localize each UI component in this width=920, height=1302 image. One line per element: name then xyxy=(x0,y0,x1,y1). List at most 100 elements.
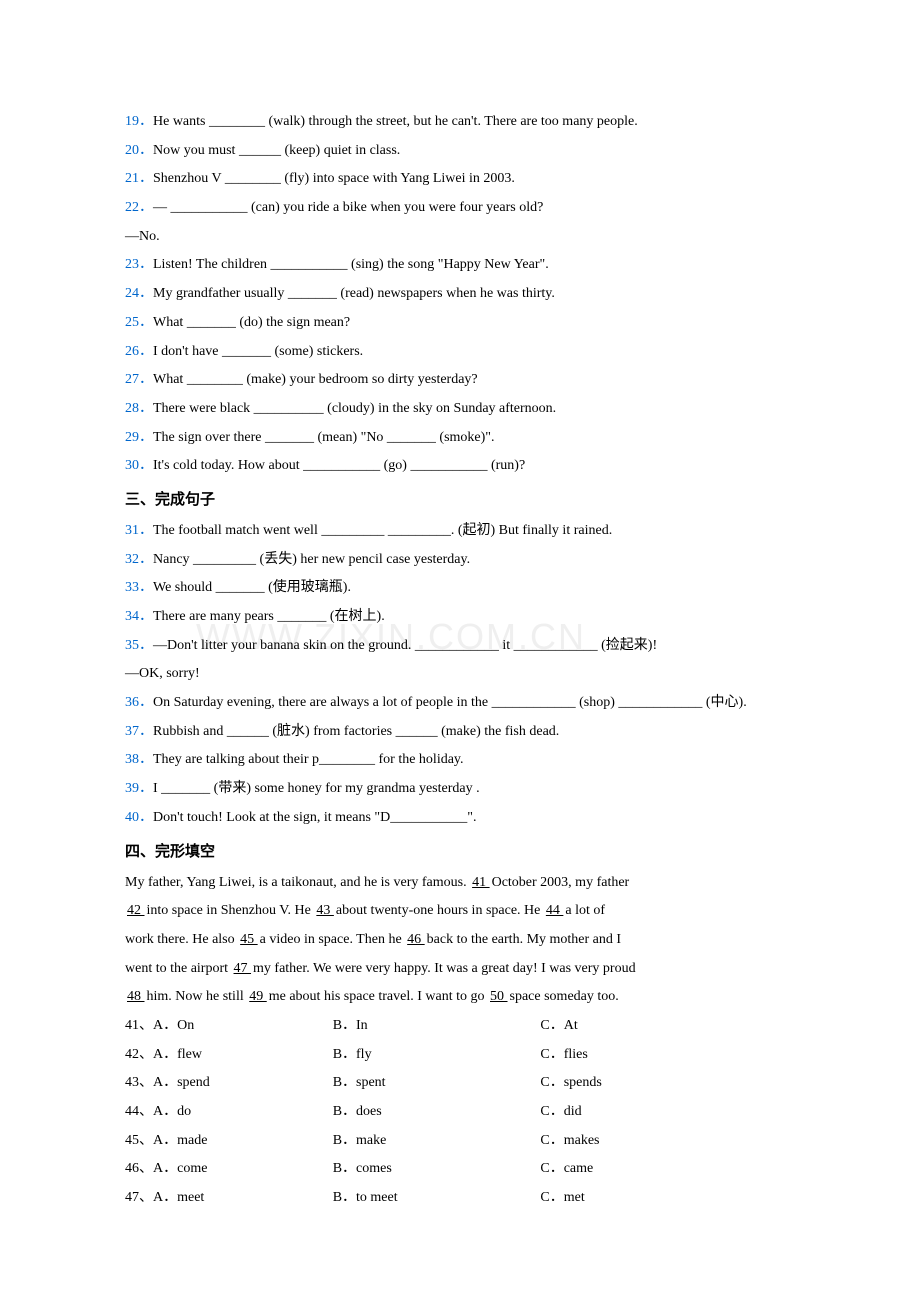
question-line: 19．He wants ________ (walk) through the … xyxy=(125,108,795,137)
question-text: —Don't litter your banana skin on the gr… xyxy=(153,638,657,653)
cloze-blank-49: 49 xyxy=(247,989,269,1004)
question-number: 19． xyxy=(125,114,153,129)
question-number: 28． xyxy=(125,401,153,416)
option-b-cell: B．comes xyxy=(333,1155,541,1184)
question-line: 20．Now you must ______ (keep) quiet in c… xyxy=(125,137,795,166)
cloze-blank-43: 43 xyxy=(314,903,336,918)
cloze-blank-46: 46 xyxy=(405,932,427,947)
cloze-blank-48: 48 xyxy=(125,989,147,1004)
question-number: 30． xyxy=(125,458,153,473)
question-line: 26．I don't have _______ (some) stickers. xyxy=(125,338,795,367)
question-number: 32． xyxy=(125,552,153,567)
question-line: 27．What ________ (make) your bedroom so … xyxy=(125,366,795,395)
question-line: 40．Don't touch! Look at the sign, it mea… xyxy=(125,804,795,833)
option-b-cell: B．to meet xyxy=(333,1184,541,1213)
option-a-cell: 44、A．do xyxy=(125,1098,333,1127)
section-3-heading: 三、完成句子 xyxy=(125,485,795,515)
question-line: 33．We should _______ (使用玻璃瓶). xyxy=(125,574,795,603)
question-number: 31． xyxy=(125,523,153,538)
cloze-options-table: 41、A．OnB．InC．At42、A．flewB．flyC．flies43、A… xyxy=(125,1012,795,1213)
question-text: On Saturday evening, there are always a … xyxy=(153,695,747,710)
question-text: I _______ (带来) some honey for my grandma… xyxy=(153,781,480,796)
option-c-cell: C．came xyxy=(540,1155,795,1184)
question-text: Shenzhou V ________ (fly) into space wit… xyxy=(153,171,515,186)
question-line: 25．What _______ (do) the sign mean? xyxy=(125,309,795,338)
cloze-passage: My father, Yang Liwei, is a taikonaut, a… xyxy=(125,869,795,1012)
option-b-cell: B．make xyxy=(333,1127,541,1156)
option-row: 46、A．comeB．comesC．came xyxy=(125,1155,795,1184)
question-number: 40． xyxy=(125,810,153,825)
option-a-cell: 42、A．flew xyxy=(125,1041,333,1070)
option-b-cell: B．does xyxy=(333,1098,541,1127)
question-number: 34． xyxy=(125,609,153,624)
question-number: 25． xyxy=(125,315,153,330)
option-a-cell: 46、A．come xyxy=(125,1155,333,1184)
question-text: Don't touch! Look at the sign, it means … xyxy=(153,810,476,825)
option-c-cell: C．spends xyxy=(540,1069,795,1098)
question-line: 37．Rubbish and ______ (脏水) from factorie… xyxy=(125,718,795,747)
option-a-cell: 45、A．made xyxy=(125,1127,333,1156)
cloze-text: My father, Yang Liwei, is a taikonaut, a… xyxy=(125,875,470,890)
cloze-blank-44: 44 xyxy=(544,903,566,918)
cloze-text: back to the earth. My mother and I xyxy=(427,932,621,947)
cloze-blank-42: 42 xyxy=(125,903,147,918)
question-text: —OK, sorry! xyxy=(125,666,200,681)
option-row: 47、A．meetB．to meetC．met xyxy=(125,1184,795,1213)
question-number: 29． xyxy=(125,430,153,445)
option-c-cell: C．flies xyxy=(540,1041,795,1070)
question-number: 21． xyxy=(125,171,153,186)
cloze-blank-45: 45 xyxy=(238,932,260,947)
cloze-blank-47: 47 xyxy=(232,961,254,976)
cloze-text: a lot of xyxy=(565,903,605,918)
option-c-cell: C．did xyxy=(540,1098,795,1127)
section-2-questions: 19．He wants ________ (walk) through the … xyxy=(125,108,795,481)
question-text: The sign over there _______ (mean) "No _… xyxy=(153,430,495,445)
question-text: We should _______ (使用玻璃瓶). xyxy=(153,580,351,595)
question-number: 23． xyxy=(125,257,153,272)
question-text: I don't have _______ (some) stickers. xyxy=(153,344,363,359)
question-line: 28．There were black __________ (cloudy) … xyxy=(125,395,795,424)
cloze-text: me about his space travel. I want to go xyxy=(269,989,488,1004)
cloze-text: October 2003, my father xyxy=(492,875,630,890)
section-4-heading: 四、完形填空 xyxy=(125,837,795,867)
question-text: — ___________ (can) you ride a bike when… xyxy=(153,200,543,215)
question-text: What ________ (make) your bedroom so dir… xyxy=(153,372,478,387)
cloze-text: into space in Shenzhou V. He xyxy=(147,903,315,918)
question-text: There are many pears _______ (在树上). xyxy=(153,609,385,624)
question-line: 32．Nancy _________ (丢失) her new pencil c… xyxy=(125,546,795,575)
question-line: 22．— ___________ (can) you ride a bike w… xyxy=(125,194,795,223)
option-a-cell: 43、A．spend xyxy=(125,1069,333,1098)
option-b-cell: B．In xyxy=(333,1012,541,1041)
question-line: 29．The sign over there _______ (mean) "N… xyxy=(125,424,795,453)
question-line: —OK, sorry! xyxy=(125,660,795,689)
question-number: 35． xyxy=(125,638,153,653)
question-line: 23．Listen! The children ___________ (sin… xyxy=(125,251,795,280)
option-c-cell: C．met xyxy=(540,1184,795,1213)
question-line: 31．The football match went well ________… xyxy=(125,517,795,546)
option-c-cell: C．makes xyxy=(540,1127,795,1156)
question-number: 24． xyxy=(125,286,153,301)
question-number: 38． xyxy=(125,752,153,767)
cloze-text: a video in space. Then he xyxy=(260,932,406,947)
question-line: 24．My grandfather usually _______ (read)… xyxy=(125,280,795,309)
question-text: —No. xyxy=(125,229,160,244)
question-text: My grandfather usually _______ (read) ne… xyxy=(153,286,555,301)
option-b-cell: B．fly xyxy=(333,1041,541,1070)
cloze-text: him. Now he still xyxy=(147,989,248,1004)
section-3-questions: 31．The football match went well ________… xyxy=(125,517,795,833)
cloze-text: about twenty-one hours in space. He xyxy=(336,903,544,918)
question-text: Listen! The children ___________ (sing) … xyxy=(153,257,549,272)
question-number: 37． xyxy=(125,724,153,739)
option-row: 42、A．flewB．flyC．flies xyxy=(125,1041,795,1070)
cloze-blank-50: 50 xyxy=(488,989,510,1004)
question-number: 27． xyxy=(125,372,153,387)
question-text: Now you must ______ (keep) quiet in clas… xyxy=(153,143,400,158)
question-number: 36． xyxy=(125,695,153,710)
question-text: He wants ________ (walk) through the str… xyxy=(153,114,638,129)
question-text: The football match went well _________ _… xyxy=(153,523,612,538)
question-number: 39． xyxy=(125,781,153,796)
question-line: 30．It's cold today. How about __________… xyxy=(125,452,795,481)
question-number: 33． xyxy=(125,580,153,595)
question-text: Nancy _________ (丢失) her new pencil case… xyxy=(153,552,470,567)
question-text: There were black __________ (cloudy) in … xyxy=(153,401,556,416)
